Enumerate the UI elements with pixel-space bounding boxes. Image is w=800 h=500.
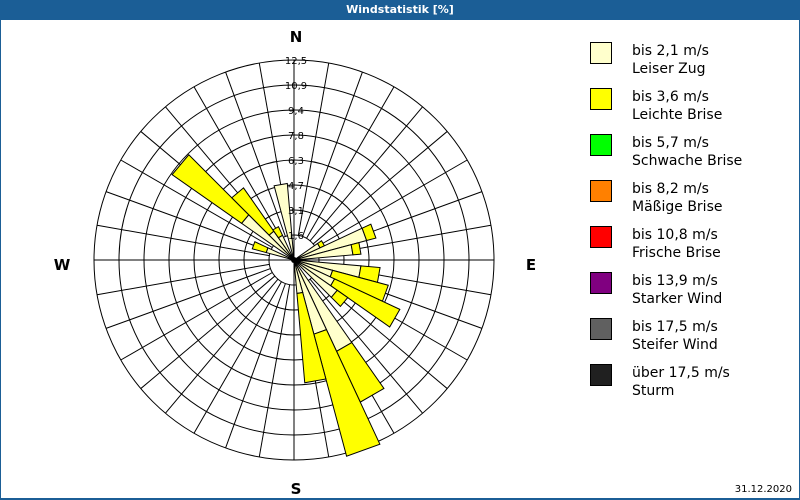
chart-title: Windstatistik [%]: [0, 0, 800, 20]
legend-swatch: [590, 226, 612, 248]
legend-swatch: [590, 88, 612, 110]
legend-swatch: [590, 134, 612, 156]
bottom-border: [0, 498, 800, 500]
svg-text:4,7: 4,7: [288, 181, 304, 192]
legend-label: Leichte Brise: [632, 107, 723, 123]
legend-swatch: [590, 42, 612, 64]
compass-e: E: [526, 256, 536, 274]
legend-range: bis 10,8 m/s: [632, 227, 718, 243]
svg-text:3,1: 3,1: [288, 206, 304, 217]
date-label: 31.12.2020: [734, 484, 792, 495]
legend-swatch: [590, 318, 612, 340]
compass-n: N: [290, 28, 303, 46]
legend-label: Schwache Brise: [632, 153, 743, 169]
compass-s: S: [291, 480, 302, 498]
radial-labels: 1,6 3,1 4,7 6,3 7,8 9,4 10,9 12,5: [285, 56, 307, 242]
svg-text:10,9: 10,9: [285, 81, 307, 92]
legend-range: bis 5,7 m/s: [632, 135, 709, 151]
svg-text:9,4: 9,4: [288, 106, 304, 117]
legend-label: Steifer Wind: [632, 337, 718, 353]
legend-range: bis 17,5 m/s: [632, 319, 718, 335]
compass-w: W: [54, 256, 71, 274]
legend-range: bis 3,6 m/s: [632, 89, 709, 105]
legend-range: über 17,5 m/s: [632, 365, 730, 381]
legend-label: Frische Brise: [632, 245, 721, 261]
svg-text:1,6: 1,6: [288, 231, 304, 242]
svg-text:12,5: 12,5: [285, 56, 307, 67]
legend-range: bis 13,9 m/s: [632, 273, 718, 289]
polar-grid: [93, 59, 495, 461]
legend-label: Leiser Zug: [632, 61, 706, 77]
legend-range: bis 2,1 m/s: [632, 43, 709, 59]
legend-swatch: [590, 272, 612, 294]
legend-swatch: [590, 180, 612, 202]
wind-bars: [171, 154, 401, 457]
legend-label: Sturm: [632, 383, 675, 399]
legend-range: bis 8,2 m/s: [632, 181, 709, 197]
legend-swatch: [590, 364, 612, 386]
svg-text:7,8: 7,8: [288, 131, 304, 142]
legend-label: Starker Wind: [632, 291, 723, 307]
legend-label: Mäßige Brise: [632, 199, 723, 215]
svg-text:6,3: 6,3: [288, 156, 304, 167]
